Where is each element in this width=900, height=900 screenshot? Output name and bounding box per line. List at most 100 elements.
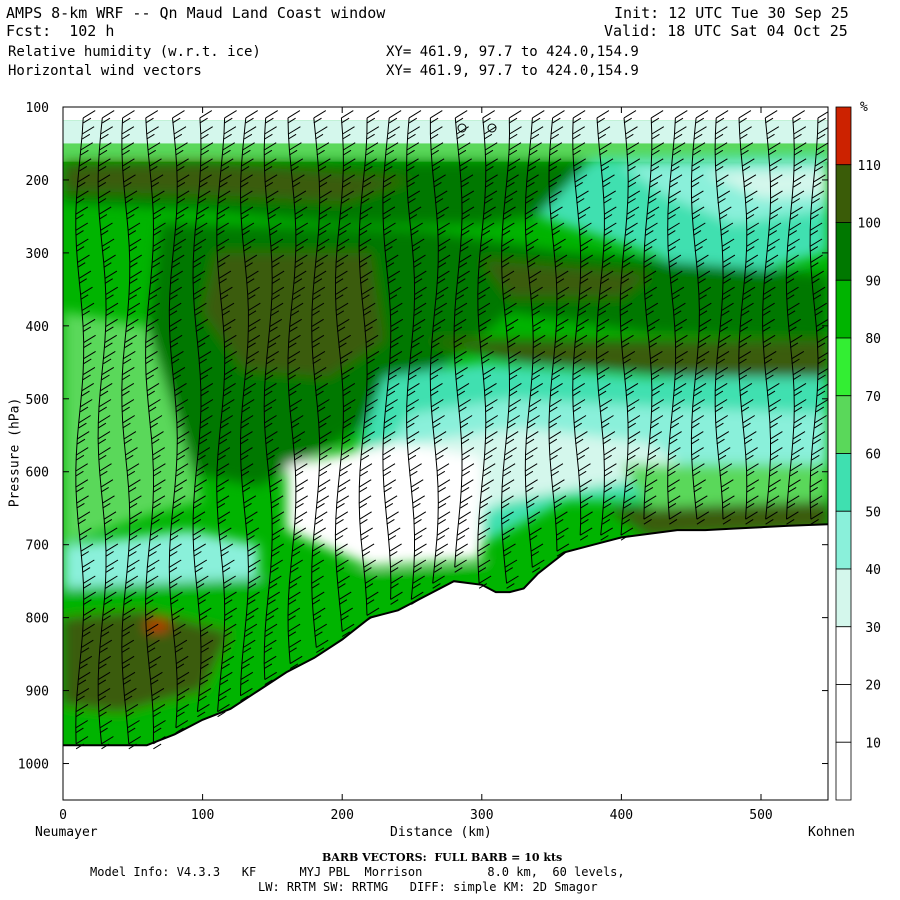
wind-barb-flag [174, 382, 187, 392]
wind-barb-flag [247, 334, 261, 344]
wind-barb-flag [146, 126, 159, 135]
wind-barb-flag [77, 431, 90, 440]
wind-barb-flag [794, 142, 807, 151]
wind-barb-flag [455, 294, 465, 300]
wind-barb-flag [604, 479, 617, 488]
wind-barb-flag [313, 110, 327, 119]
wind-barb-flag [216, 238, 230, 247]
wind-barb-flag [695, 502, 704, 509]
wind-barb-flag [577, 310, 587, 316]
wind-barb-flag [270, 495, 284, 504]
wind-barb-flag [121, 655, 135, 665]
wind-barb-flag [437, 254, 451, 263]
wind-barb-flag [484, 142, 498, 151]
wind-barb-flag [501, 238, 514, 247]
wind-barb-flag [461, 222, 474, 231]
wind-barb-flag [746, 222, 760, 231]
wind-barb-flag [453, 342, 463, 349]
wind-barb-flag [288, 126, 301, 135]
wind-barb-flag [200, 647, 209, 653]
wind-barb-flag [145, 358, 154, 365]
wind-barb-flag [438, 246, 447, 252]
wind-barb-flag [745, 447, 758, 456]
wind-barb-flag [603, 454, 612, 461]
wind-barb-flag [289, 142, 302, 151]
wind-barb-flag [153, 720, 166, 729]
wind-barb-flag [814, 415, 827, 424]
wind-barb-flag [170, 591, 183, 600]
wind-barb-flag [287, 110, 301, 119]
wind-barb-flag [430, 149, 439, 156]
wind-barb-flag [192, 278, 201, 284]
wind-barb-flag [436, 286, 449, 295]
wind-barb-flag [715, 415, 728, 424]
wind-barb-flag [672, 406, 681, 413]
wind-barb-flag [738, 374, 748, 381]
wind-barb-flag [556, 535, 565, 541]
wind-barb-flag [242, 142, 255, 151]
wind-barb-flag [174, 647, 183, 653]
wind-barb-flag [127, 559, 140, 568]
wind-barb-flag [458, 518, 467, 525]
wind-barb-flag [787, 502, 796, 509]
wind-barb-flag [809, 238, 823, 247]
wind-barb-flag [675, 117, 684, 124]
wind-barb-flag [97, 687, 111, 697]
wind-barb-flag [335, 286, 348, 295]
wind-barb-flag [644, 479, 658, 488]
wind-barb-flag [721, 238, 735, 247]
wind-barb-flag [603, 238, 616, 247]
wind-barb-flag [248, 559, 261, 568]
wind-barb-flag [509, 374, 518, 381]
wind-barb-flag [408, 214, 418, 220]
wind-barb-flag [97, 174, 111, 183]
wind-barb-flag [311, 599, 321, 605]
wind-barb-flag [530, 382, 543, 392]
wind-barb-flag [359, 518, 368, 525]
wind-barb-flag [574, 174, 588, 183]
wind-barb-flag [602, 254, 615, 263]
wind-barb-flag [574, 342, 584, 349]
wind-barb-flag [670, 278, 679, 284]
wind-barb-flag [813, 174, 826, 183]
wind-barb-flag [413, 310, 423, 316]
wind-barb-flag [788, 230, 797, 236]
wind-barb-flag [246, 358, 255, 365]
wind-barb-flag [171, 358, 180, 365]
wind-barb-flag [597, 126, 611, 135]
colorbar-swatch [835, 395, 852, 454]
wind-barb-flag [622, 254, 635, 263]
wind-barb-flag [526, 431, 539, 440]
y-tick-label: 600 [26, 466, 49, 481]
wind-barb-flag [766, 126, 780, 135]
wind-barb-flag [100, 126, 113, 135]
wind-barb-flag [414, 286, 427, 295]
wind-barb-flag [406, 438, 416, 445]
wind-barb-flag [193, 294, 202, 300]
wind-barb-flag [342, 390, 351, 397]
wind-barb-flag [550, 390, 559, 397]
wind-barb-flag [459, 158, 472, 167]
wind-barb-flag [77, 518, 86, 525]
wind-barb-flag [810, 511, 824, 520]
wind-barb-flag [675, 342, 684, 349]
wind-barb-flag [696, 511, 710, 520]
wind-barb-flag [388, 110, 402, 119]
wind-barb-flag [153, 214, 162, 220]
wind-barb-flag [811, 270, 824, 279]
wind-barb-flag [810, 214, 819, 220]
wind-barb-flag [433, 431, 447, 440]
wind-barb-flag [317, 406, 326, 413]
field-label-rh: Relative humidity (w.r.t. ice) [8, 44, 261, 60]
wind-barb-flag [153, 470, 162, 477]
wind-barb-flag [384, 422, 393, 429]
wind-barb-flag [77, 181, 86, 188]
wind-barb-flag [602, 174, 615, 183]
wind-barb-flag [715, 165, 724, 172]
wind-barb-flag [362, 181, 372, 188]
wind-barb-flag [765, 110, 778, 119]
wind-barb-flag [265, 366, 278, 376]
wind-barb-flag [360, 278, 369, 284]
wind-barb-column [501, 110, 522, 589]
wind-barb-flag [604, 470, 613, 477]
